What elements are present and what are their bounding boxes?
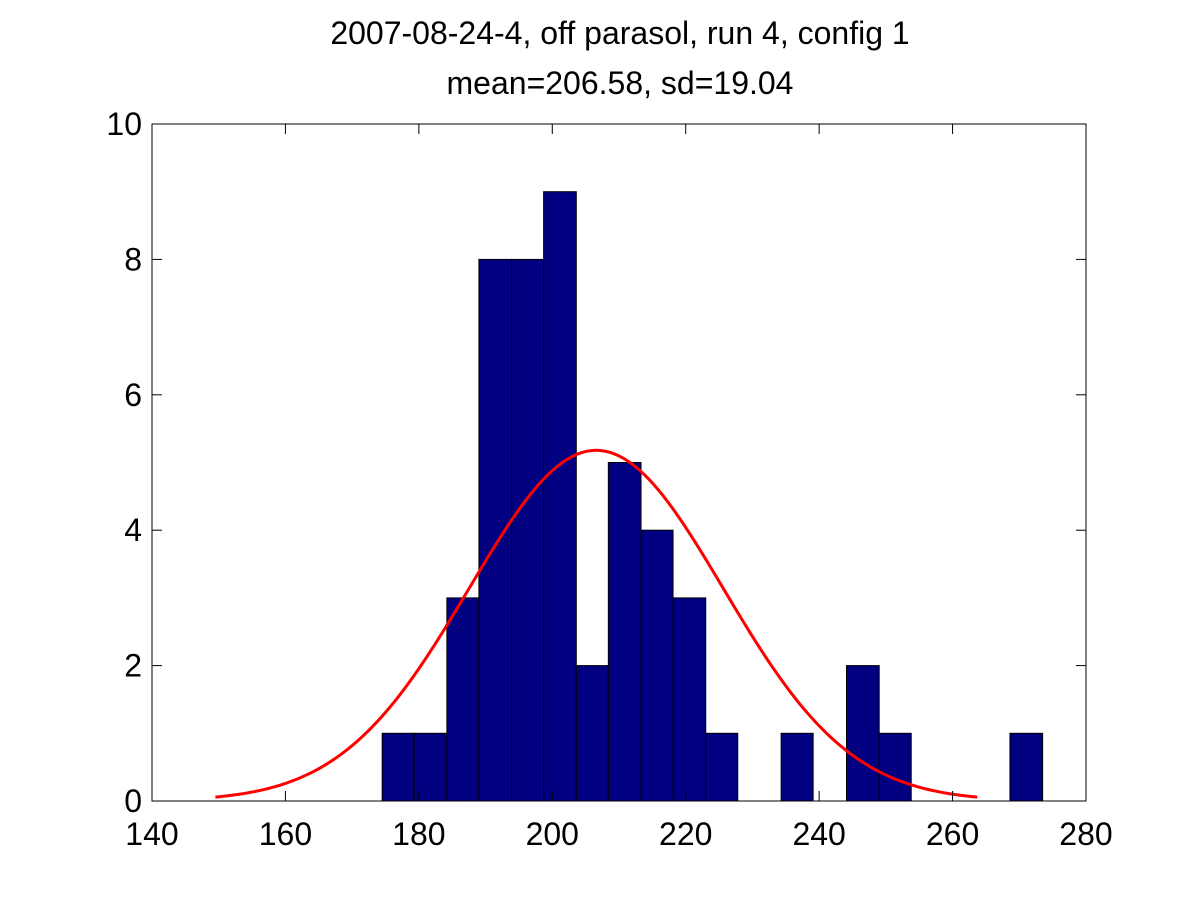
bars-layer xyxy=(381,191,1044,802)
histogram-bar xyxy=(575,665,609,802)
y-tick-label: 10 xyxy=(106,106,142,142)
x-tick-label: 220 xyxy=(659,816,712,852)
x-tick-label: 240 xyxy=(792,816,845,852)
x-tick-label: 280 xyxy=(1059,816,1112,852)
y-tick-label: 2 xyxy=(124,648,142,684)
histogram-bar xyxy=(845,665,880,802)
histogram-bar xyxy=(543,191,577,802)
x-tick-label: 200 xyxy=(526,816,579,852)
y-tick-label: 8 xyxy=(124,241,142,277)
axes-frame xyxy=(151,123,1087,802)
chart-subtitle: mean=206.58, sd=19.04 xyxy=(447,65,794,101)
histogram-bar xyxy=(780,732,814,802)
chart-title: 2007-08-24-4, off parasol, run 4, config… xyxy=(330,15,909,51)
y-tick-label: 0 xyxy=(124,783,142,819)
x-tick-label: 160 xyxy=(259,816,312,852)
x-tick-label: 140 xyxy=(125,816,178,852)
histogram-bar xyxy=(381,732,415,802)
histogram-bar xyxy=(672,597,707,802)
y-tick-label: 4 xyxy=(124,512,142,548)
histogram-bar xyxy=(878,732,912,802)
histogram-bar xyxy=(705,732,739,802)
x-tick-label: 260 xyxy=(926,816,979,852)
histogram-bar xyxy=(446,597,480,802)
histogram-bar xyxy=(1009,732,1044,802)
histogram-bar xyxy=(413,732,448,802)
x-tick-label: 180 xyxy=(392,816,445,852)
y-tick-label: 6 xyxy=(124,377,142,413)
histogram-bar xyxy=(511,258,545,802)
histogram-bar xyxy=(478,258,513,802)
ticks-layer: 140 160 180 200 220 240 260 280 0 2 4 6 8 10 xyxy=(106,106,1112,852)
histogram-bar xyxy=(607,462,642,802)
histogram-bar xyxy=(640,529,674,802)
normal-fit-curve xyxy=(215,448,978,799)
